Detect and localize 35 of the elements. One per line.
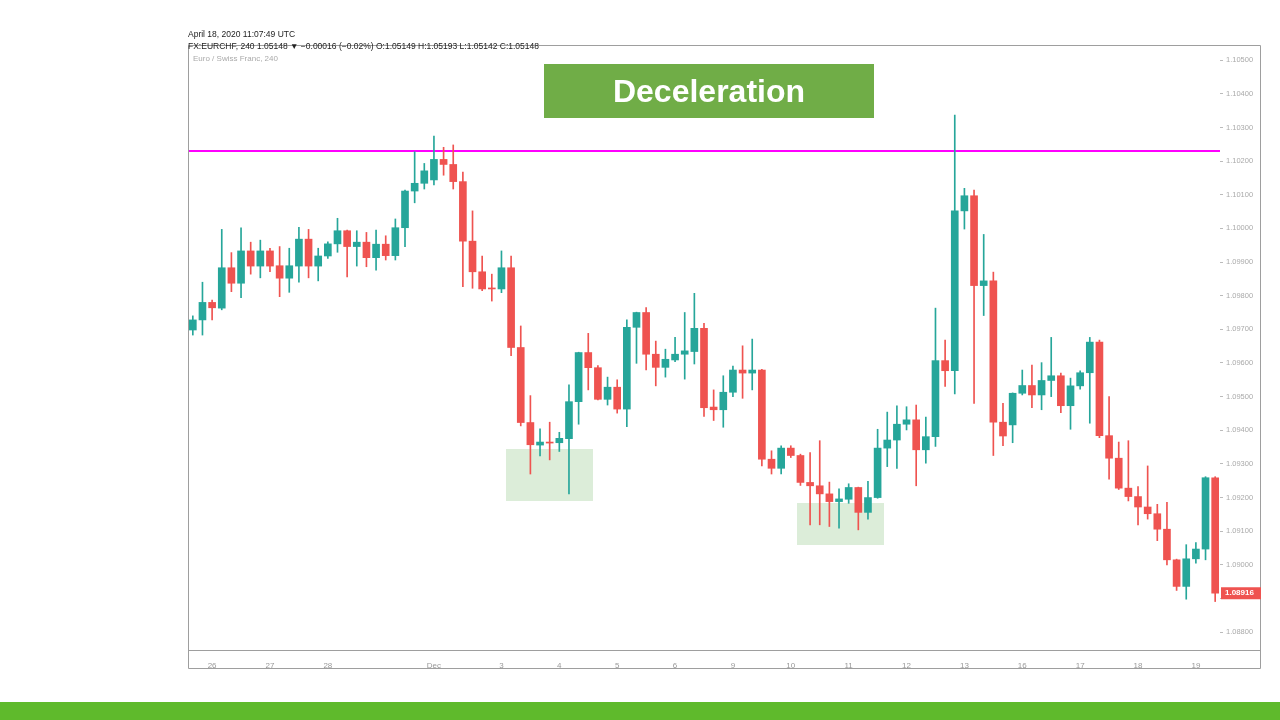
x-tick-label: 12 xyxy=(902,661,912,670)
x-tick-label: 4 xyxy=(557,661,563,670)
x-tick-label: 28 xyxy=(323,661,333,670)
text: April 18, 2020 11:07:49 UTC xyxy=(188,29,296,39)
x-tick-label: 10 xyxy=(786,661,796,670)
candlestick xyxy=(555,431,564,452)
x-tick-label: 3 xyxy=(499,661,505,670)
x-tick-label: 19 xyxy=(1191,661,1201,670)
candlestick xyxy=(979,234,988,316)
x-tick-label: 11 xyxy=(844,661,854,670)
x-tick-label: 13 xyxy=(959,661,970,670)
x-tick-label: 5 xyxy=(614,661,620,670)
chart-subtitle: FX:EURCHF, 240 1.05148 ▼ −0.00016 (−0.02%) O:1.05149 H:1.05193 L:1.05142 C:1.05148 xyxy=(188,41,540,51)
candlestick xyxy=(352,230,361,267)
candlestick xyxy=(815,440,824,526)
candlestick xyxy=(806,452,814,526)
x-tick-label: 9 xyxy=(730,661,736,670)
x-tick-label: Dec xyxy=(426,661,442,670)
x-tick-label: 26 xyxy=(207,661,218,670)
annotation: Euro / Swiss Franc, 240 xyxy=(193,54,278,63)
annotation: 1.08916 xyxy=(1225,588,1255,598)
candlestick xyxy=(1047,337,1056,397)
x-tick-label: 17 xyxy=(1075,661,1086,670)
candlestick xyxy=(671,337,679,362)
x-tick-label: 27 xyxy=(265,661,275,670)
title-banner: Deceleration xyxy=(544,64,874,118)
candlestick xyxy=(835,488,843,529)
x-tick-label: 16 xyxy=(1017,661,1028,670)
candlestick xyxy=(941,339,949,387)
candlestick xyxy=(1028,364,1036,409)
candlestick xyxy=(893,405,901,469)
x-tick-label: 18 xyxy=(1133,661,1144,670)
candlestick xyxy=(883,411,892,467)
x-tick-label: 6 xyxy=(672,661,678,670)
candlestick xyxy=(680,312,689,380)
